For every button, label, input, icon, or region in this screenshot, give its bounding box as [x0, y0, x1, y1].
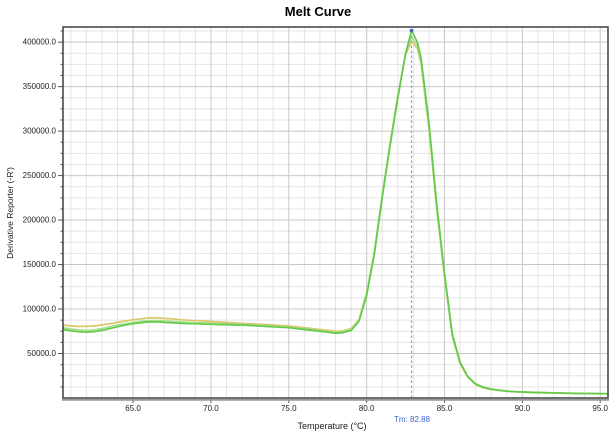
y-tick-label: 300000.0: [23, 127, 57, 136]
tm-annotation: Tm: 82.88: [393, 415, 431, 424]
x-axis-title: Temperature (°C): [297, 421, 367, 431]
tm-peak-dot: [409, 28, 414, 33]
y-tick-label: 150000.0: [23, 260, 57, 269]
y-axis-title: Derivative Reporter (-R'): [5, 167, 15, 259]
x-tick-label: 85.0: [437, 404, 453, 413]
plot-border: [62, 26, 609, 399]
melt-curve-well-green: [62, 29, 609, 395]
y-tick-label: 50000.0: [27, 349, 56, 358]
x-tick-label: 80.0: [359, 404, 375, 413]
x-tick-label: 65.0: [125, 404, 141, 413]
y-tick-label: 350000.0: [23, 82, 57, 91]
y-tick-label: 200000.0: [23, 216, 57, 225]
x-tick-label: 90.0: [515, 404, 531, 413]
y-tick-label: 400000.0: [23, 38, 57, 47]
chart-title: Melt Curve: [284, 4, 352, 19]
x-tick-label: 70.0: [203, 404, 219, 413]
y-tick-label: 250000.0: [23, 171, 57, 180]
x-tick-label: 75.0: [281, 404, 297, 413]
x-tick-label: 95.0: [592, 404, 608, 413]
y-tick-label: 100000.0: [23, 305, 57, 314]
